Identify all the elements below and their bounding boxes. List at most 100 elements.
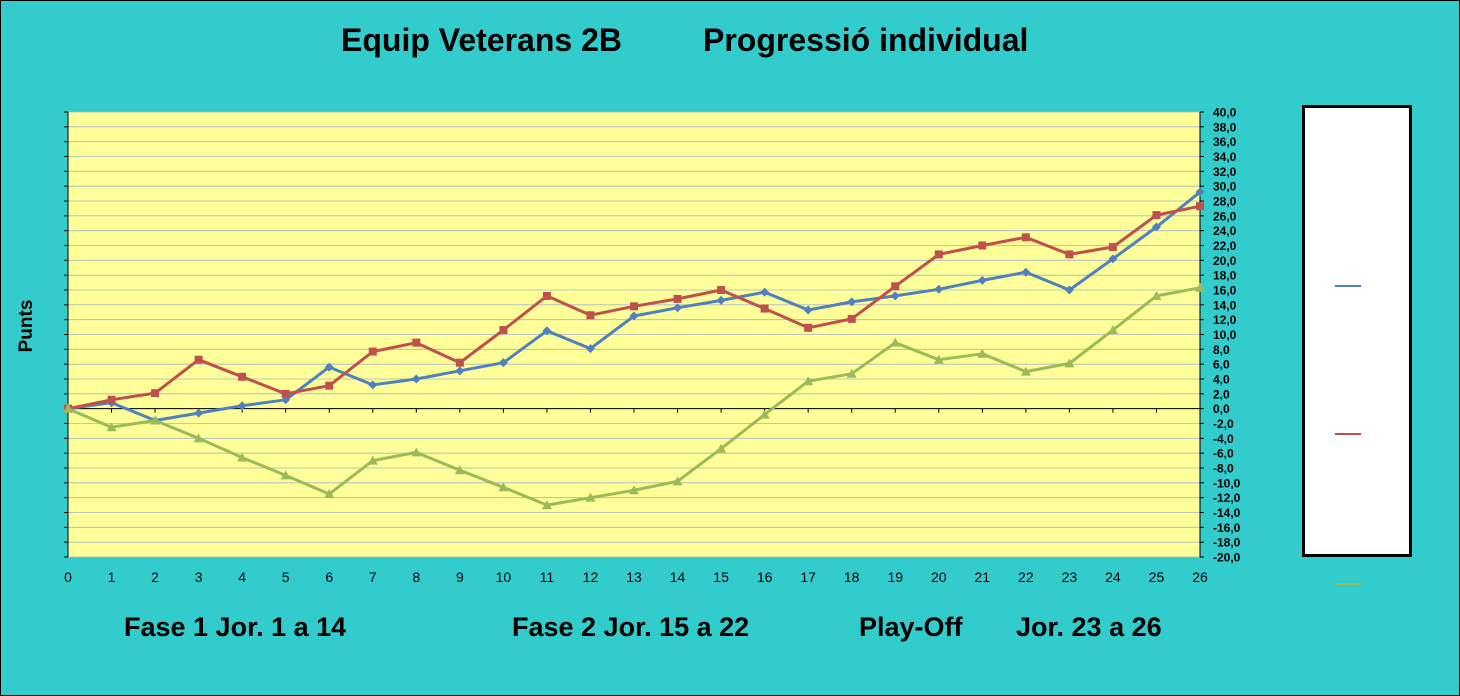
data-point-diamond (1108, 254, 1118, 264)
x-tick-label: 23 (1062, 569, 1078, 585)
data-point-diamond (1195, 187, 1205, 197)
data-point-triangle (1151, 290, 1162, 300)
data-point-square (238, 372, 247, 381)
y-tick-label: 40,0 (1213, 106, 1237, 120)
data-point-diamond (716, 295, 726, 305)
x-tick-label: 24 (1105, 569, 1121, 585)
data-point-square (281, 389, 290, 398)
x-tick-label: 26 (1192, 569, 1208, 585)
legend-line-red (1335, 433, 1361, 435)
data-point-diamond (368, 380, 378, 390)
data-point-square (1021, 233, 1030, 242)
y-tick-label: 34,0 (1213, 150, 1237, 164)
y-tick-label: -12,0 (1213, 491, 1241, 505)
x-tick-label: 3 (195, 569, 203, 585)
data-point-triangle (411, 447, 422, 457)
data-point-diamond (194, 408, 204, 418)
x-tick-label: 20 (931, 569, 947, 585)
data-point-square (1152, 211, 1161, 220)
x-tick-label: 17 (800, 569, 816, 585)
data-point-diamond (1021, 267, 1031, 277)
data-point-triangle (280, 470, 291, 480)
y-tick-label: 30,0 (1213, 180, 1237, 194)
data-point-diamond (629, 311, 639, 321)
data-point-triangle (759, 409, 770, 419)
data-point-square (847, 314, 856, 323)
data-point-triangle (803, 376, 814, 386)
data-point-triangle (498, 482, 509, 492)
y-tick-label: 32,0 (1213, 165, 1237, 179)
y-tick-label: 28,0 (1213, 195, 1237, 209)
data-point-square (107, 395, 116, 404)
data-point-triangle (1107, 325, 1118, 335)
data-point-triangle (237, 452, 248, 462)
data-point-diamond (585, 344, 595, 354)
data-point-triangle (672, 476, 683, 486)
chart-title-team: Equip Veterans 2B (341, 22, 622, 58)
data-point-triangle (150, 415, 161, 425)
x-tick-label: 1 (108, 569, 116, 585)
x-tick-label: 14 (670, 569, 686, 585)
x-tick-label: 12 (583, 569, 599, 585)
data-point-triangle (106, 422, 117, 432)
data-point-square (804, 323, 813, 332)
data-point-square (368, 347, 377, 356)
data-point-diamond (1064, 285, 1074, 295)
data-point-diamond (673, 303, 683, 313)
data-point-triangle (541, 500, 552, 510)
x-tick-label: 6 (325, 569, 333, 585)
data-point-diamond (890, 291, 900, 301)
x-tick-label: 15 (713, 569, 729, 585)
data-point-triangle (890, 337, 901, 347)
y-tick-label: 20,0 (1213, 254, 1237, 268)
y-tick-label: -20,0 (1213, 551, 1241, 565)
legend-item-blue (1335, 281, 1375, 291)
y-tick-label: -6,0 (1213, 447, 1234, 461)
data-point-square (1196, 202, 1204, 211)
data-point-square (455, 358, 464, 367)
data-point-diamond (542, 326, 552, 336)
y-tick-label: -10,0 (1213, 476, 1241, 490)
x-tick-label: 10 (496, 569, 512, 585)
data-point-square (194, 355, 203, 364)
x-tick-label: 16 (757, 569, 773, 585)
data-point-square (717, 286, 726, 294)
x-tick-label: 2 (151, 569, 159, 585)
x-tick-label: 9 (456, 569, 464, 585)
data-point-square (586, 311, 595, 320)
x-tick-label: 7 (369, 569, 377, 585)
y-tick-label: 26,0 (1213, 209, 1237, 223)
data-point-diamond (803, 305, 813, 315)
data-point-square (499, 326, 508, 335)
x-tick-label: 25 (1149, 569, 1165, 585)
y-tick-label: 22,0 (1213, 239, 1237, 253)
data-point-diamond (760, 287, 770, 297)
y-tick-label: -16,0 (1213, 521, 1241, 535)
data-point-square (891, 282, 900, 291)
data-point-diamond (1151, 222, 1161, 232)
y-tick-label: 4,0 (1213, 373, 1230, 387)
legend-item-green (1335, 579, 1375, 589)
y-tick-label: 8,0 (1213, 343, 1230, 357)
data-point-square (412, 338, 421, 347)
data-point-diamond (977, 275, 987, 285)
x-tick-label: 21 (975, 569, 991, 585)
data-point-triangle (585, 492, 596, 502)
x-tick-label: 13 (626, 569, 642, 585)
y-tick-label: 0,0 (1213, 402, 1230, 416)
data-point-triangle (324, 488, 335, 498)
x-tick-label: 8 (412, 569, 420, 585)
data-point-square (934, 250, 943, 259)
y-tick-label: 16,0 (1213, 284, 1237, 298)
x-tick-label: 4 (238, 569, 246, 585)
data-point-diamond (934, 284, 944, 294)
x-tick-label: 11 (540, 569, 555, 585)
phase-2-label: Fase 2 Jor. 15 a 22 (512, 612, 750, 642)
y-axis-label: Punts (16, 299, 37, 353)
data-point-square (1108, 242, 1117, 251)
x-tick-label: 19 (887, 569, 903, 585)
y-tick-label: 2,0 (1213, 387, 1230, 401)
legend-item-red (1335, 429, 1375, 439)
y-tick-label: -14,0 (1213, 506, 1241, 520)
data-point-square (760, 304, 769, 313)
